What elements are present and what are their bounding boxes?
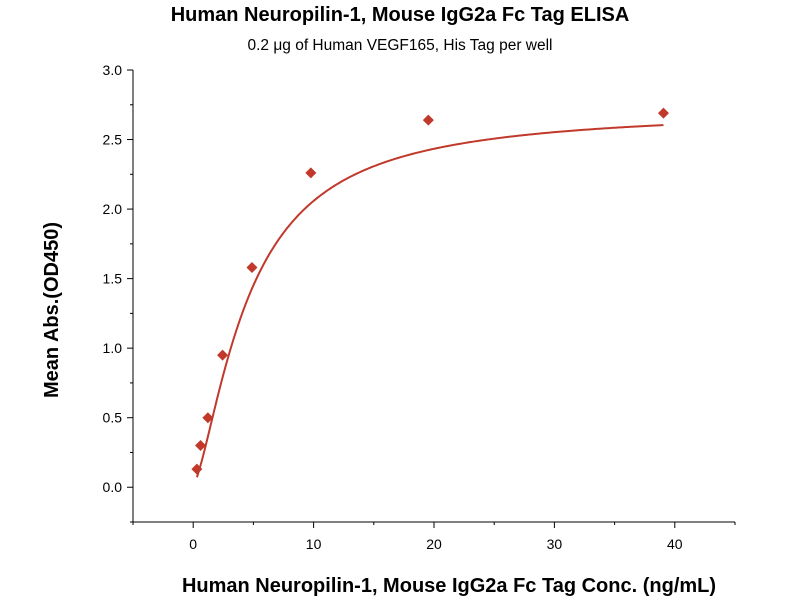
y-tick-label: 2.5 (103, 132, 123, 148)
fit-curve-layer (195, 124, 664, 478)
data-point (195, 440, 207, 452)
data-point (422, 114, 434, 126)
x-tick-label: 0 (189, 536, 197, 552)
y-tick-label: 0.5 (103, 410, 123, 426)
y-tick-label: 2.0 (103, 201, 123, 217)
chart-subtitle: 0.2 μg of Human VEGF165, His Tag per wel… (247, 37, 553, 54)
x-tick-label: 10 (306, 536, 322, 552)
x-tick-label: 30 (547, 536, 563, 552)
y-tick-label: 3.0 (103, 62, 123, 78)
data-point (191, 463, 203, 475)
y-axis-title: Mean Abs.(OD450) (41, 222, 63, 398)
data-point (305, 167, 317, 179)
x-axis-title: Human Neuropilin-1, Mouse IgG2a Fc Tag C… (182, 575, 716, 597)
fit-curve (195, 124, 664, 478)
data-points (191, 107, 669, 475)
data-point (202, 412, 214, 424)
data-point (657, 107, 669, 119)
data-point (217, 349, 229, 361)
y-tick-label: 1.5 (103, 271, 123, 287)
data-point (246, 261, 258, 273)
x-tick-label: 20 (426, 536, 442, 552)
x-tick-label: 40 (667, 536, 683, 552)
y-tick-label: 1.0 (103, 340, 123, 356)
axes: 0.0 0.5 1.0 1.5 2.0 2.5 3.0 0 10 20 30 40 (103, 62, 736, 552)
y-tick-label: 0.0 (103, 479, 123, 495)
chart-title: Human Neuropilin-1, Mouse IgG2a Fc Tag E… (170, 4, 630, 26)
